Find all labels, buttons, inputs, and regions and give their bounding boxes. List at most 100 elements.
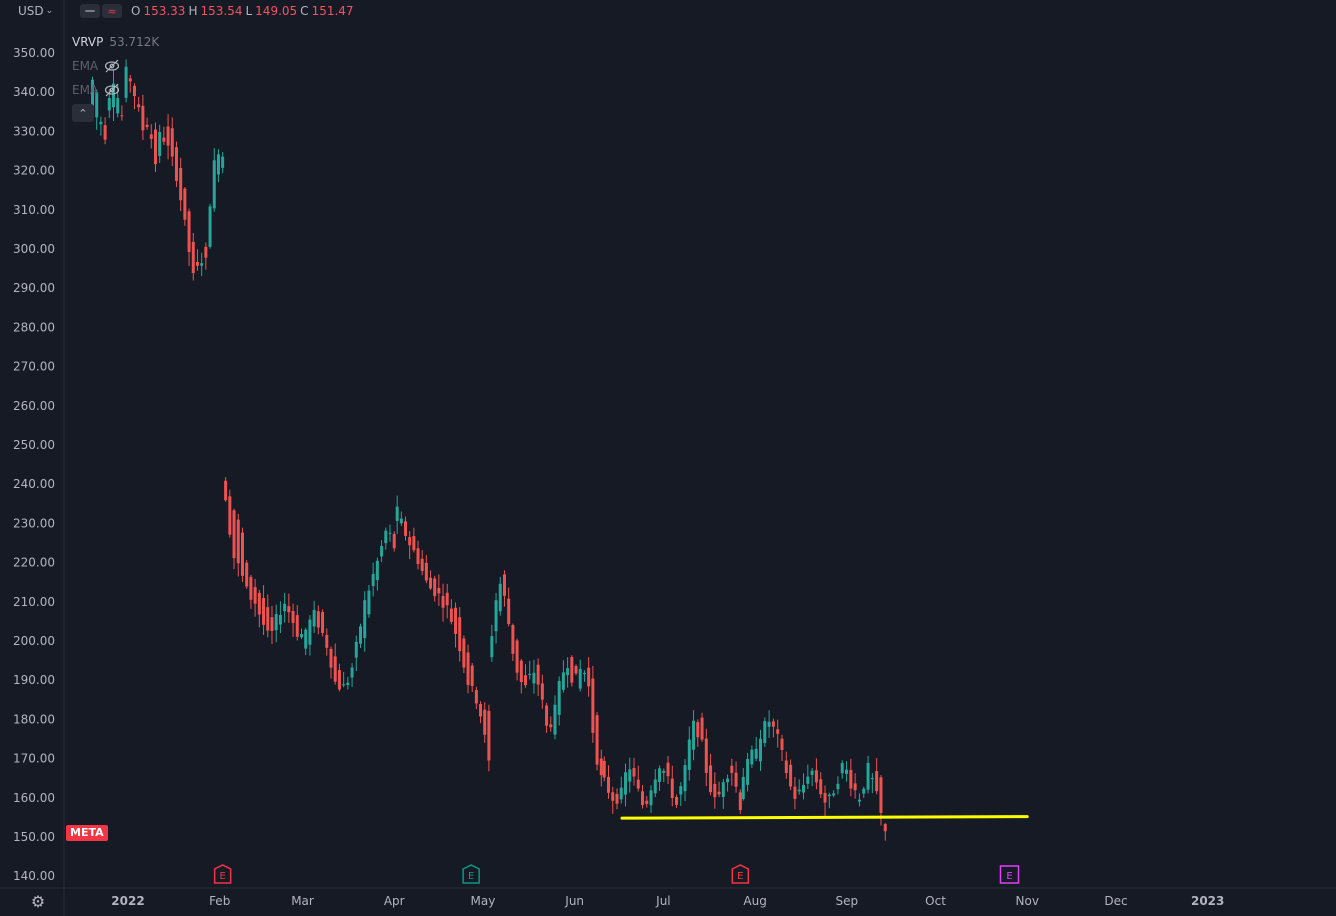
candle-body (806, 776, 810, 784)
candle-body (628, 769, 632, 782)
candle-body (758, 738, 762, 762)
ema-2-label: EMA (72, 83, 99, 97)
candle-body (262, 598, 266, 625)
x-tick-label: Dec (1104, 894, 1127, 908)
candle-body (333, 656, 337, 682)
legend-ema-1[interactable]: EMA (72, 54, 159, 78)
candle-body (649, 790, 653, 806)
open-value: 153.33 (143, 4, 186, 18)
candle-body (437, 587, 441, 594)
candle-body (371, 573, 375, 587)
x-tick-label: Feb (209, 894, 230, 908)
candle-body (458, 617, 462, 652)
candle-body (741, 776, 745, 799)
y-tick-label: 320.00 (13, 164, 55, 178)
candle-body (107, 97, 111, 111)
candle-body (666, 762, 670, 777)
currency-label: USD (18, 4, 44, 18)
candle-body (350, 667, 354, 678)
y-tick-label: 280.00 (13, 320, 55, 334)
candle-body (342, 684, 346, 686)
candle-body (420, 558, 424, 571)
candle-body (295, 615, 299, 637)
currency-selector[interactable]: USD ⌄ (18, 4, 53, 18)
candle-body (132, 85, 136, 96)
candle-body (395, 506, 399, 521)
candle-body (862, 788, 866, 794)
candle-body (483, 709, 487, 735)
candle-body (278, 615, 282, 625)
equals-icon[interactable] (80, 4, 100, 18)
x-tick-label: Oct (925, 894, 946, 908)
y-tick-label: 300.00 (13, 242, 55, 256)
legend-vrvp[interactable]: VRVP 53.712K (72, 30, 159, 54)
candle-body (857, 799, 861, 802)
ema-1-label: EMA (72, 59, 99, 73)
candle-body (232, 510, 236, 559)
candle-body (308, 619, 312, 645)
candle-body (574, 666, 578, 674)
candle-body (145, 124, 149, 128)
candle-body (578, 668, 582, 689)
candle-body (388, 532, 392, 534)
earnings-marker-label: E (219, 871, 225, 882)
candle-body (819, 779, 823, 795)
candle-body (746, 758, 750, 785)
candle-body (346, 682, 350, 686)
y-tick-label: 310.00 (13, 203, 55, 217)
y-tick-label: 150.00 (13, 830, 55, 844)
candle-body (462, 638, 466, 668)
candle-body (836, 783, 840, 790)
candle-body (224, 480, 228, 501)
candle-body (325, 634, 329, 648)
candle-body (116, 98, 120, 114)
candle-body (776, 729, 780, 734)
hidden-eye-icon[interactable] (104, 59, 120, 73)
hidden-eye-icon[interactable] (104, 83, 120, 97)
y-tick-label: 190.00 (13, 673, 55, 687)
candle-body (384, 530, 388, 544)
collapse-legend-button[interactable]: ⌃ (72, 104, 94, 122)
y-tick-label: 160.00 (13, 791, 55, 805)
candle-body (645, 800, 649, 804)
candle-body (329, 648, 333, 668)
legend-ema-2[interactable]: EMA (72, 78, 159, 102)
candle-body (316, 611, 320, 628)
candle-body (111, 83, 115, 108)
earnings-marker (213, 864, 232, 884)
x-tick-label: Jul (655, 894, 670, 908)
candle-body (429, 577, 433, 589)
x-tick-label: May (471, 894, 496, 908)
candle-body (658, 768, 662, 782)
candle-body (128, 78, 132, 82)
candle-body (549, 724, 553, 728)
candle-body (767, 721, 771, 727)
candle-body (532, 672, 536, 684)
candle-body (498, 583, 502, 612)
candle-body (653, 779, 657, 794)
candle-body (99, 121, 103, 125)
candle-body (515, 640, 519, 673)
candle-body (524, 675, 528, 686)
candle-body (823, 792, 827, 803)
candle-body (675, 796, 679, 805)
candle-body (137, 104, 141, 108)
wave-icon[interactable]: ≈ (102, 4, 122, 18)
gear-icon[interactable]: ⚙ (30, 892, 46, 911)
open-label: O (131, 4, 141, 18)
candle-body (502, 574, 506, 596)
candle-body (717, 791, 721, 795)
candle-body (784, 760, 788, 774)
candle-body (870, 778, 874, 780)
candle-body (721, 782, 725, 798)
candle-body (158, 131, 162, 157)
candle-body (840, 763, 844, 774)
candle-body (174, 147, 178, 181)
candle-body (204, 246, 208, 258)
candle-body (879, 777, 883, 813)
candle-body (866, 762, 870, 790)
candle-body (599, 758, 603, 776)
candle-body (245, 562, 249, 587)
